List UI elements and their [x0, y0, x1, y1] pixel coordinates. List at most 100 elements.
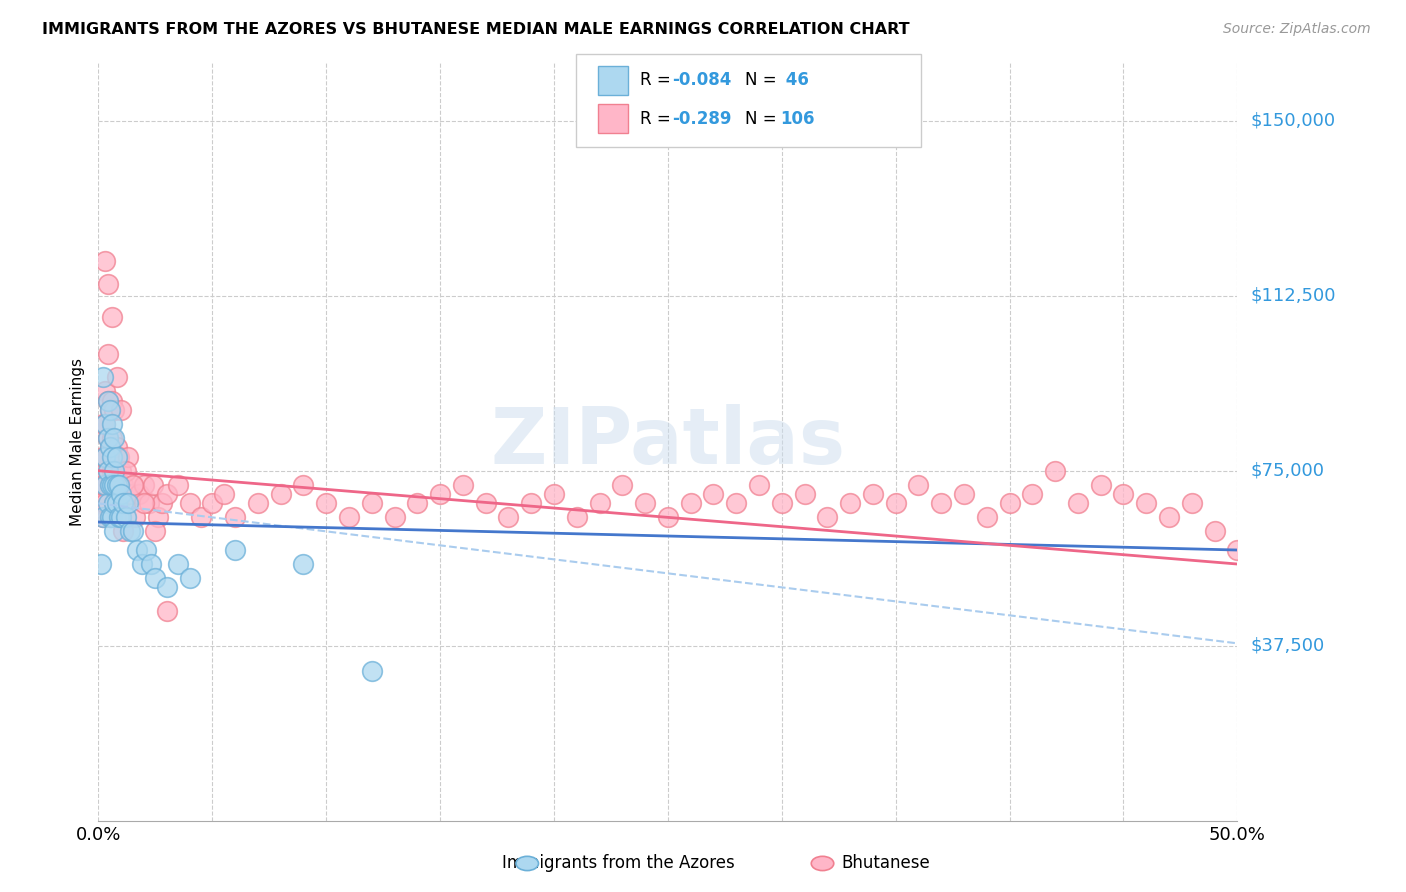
Y-axis label: Median Male Earnings: Median Male Earnings — [69, 358, 84, 525]
Point — [103, 403, 125, 417]
Point — [679, 496, 702, 510]
Point — [94, 253, 117, 268]
Text: $75,000: $75,000 — [1251, 462, 1324, 480]
Point — [360, 496, 382, 510]
Point — [142, 477, 165, 491]
Point — [146, 510, 169, 524]
Point — [167, 477, 190, 491]
Point — [101, 450, 124, 464]
Point — [1090, 477, 1112, 491]
Point — [103, 431, 125, 445]
Point — [98, 403, 121, 417]
Point — [114, 496, 136, 510]
Point — [179, 496, 201, 510]
Point — [498, 510, 520, 524]
Text: $150,000: $150,000 — [1251, 112, 1336, 129]
Text: Source: ZipAtlas.com: Source: ZipAtlas.com — [1223, 22, 1371, 37]
Point — [103, 450, 125, 464]
Point — [108, 450, 131, 464]
Point — [657, 510, 679, 524]
Point — [1021, 487, 1043, 501]
Point — [103, 524, 125, 539]
Point — [1181, 496, 1204, 510]
Point — [96, 347, 118, 361]
Point — [103, 496, 125, 510]
Point — [101, 510, 124, 524]
Point — [145, 524, 167, 539]
Point — [588, 496, 610, 510]
Point — [315, 496, 337, 510]
Point — [101, 417, 124, 431]
Point — [105, 477, 128, 491]
Point — [91, 510, 114, 524]
Point — [224, 510, 246, 524]
Point — [96, 393, 118, 408]
Point — [117, 450, 139, 464]
Text: R =: R = — [640, 71, 676, 89]
Point — [702, 487, 724, 501]
Point — [91, 477, 114, 491]
Point — [98, 477, 121, 491]
Point — [1157, 510, 1180, 524]
Point — [884, 496, 907, 510]
Point — [907, 477, 929, 491]
Point — [124, 510, 146, 524]
Point — [105, 450, 128, 464]
Point — [101, 431, 124, 445]
Point — [110, 487, 132, 501]
Text: Immigrants from the Azores: Immigrants from the Azores — [502, 855, 735, 872]
Point — [1043, 464, 1066, 478]
Point — [138, 496, 160, 510]
Point — [139, 557, 162, 571]
Point — [101, 393, 124, 408]
Point — [1135, 496, 1157, 510]
Point — [96, 464, 118, 478]
Point — [112, 496, 135, 510]
Point — [520, 496, 543, 510]
Point — [98, 403, 121, 417]
Point — [112, 524, 135, 539]
Point — [94, 477, 117, 491]
Point — [114, 510, 136, 524]
Point — [98, 510, 121, 524]
Point — [120, 487, 142, 501]
Text: 46: 46 — [780, 71, 810, 89]
Point — [179, 571, 201, 585]
Point — [114, 464, 136, 478]
Point — [101, 310, 124, 324]
Point — [998, 496, 1021, 510]
Point — [132, 477, 155, 491]
Point — [101, 477, 124, 491]
Point — [94, 450, 117, 464]
Point — [292, 477, 315, 491]
Point — [292, 557, 315, 571]
Point — [156, 580, 179, 594]
Point — [110, 403, 132, 417]
Point — [105, 510, 128, 524]
Point — [150, 496, 173, 510]
Point — [1112, 487, 1135, 501]
Point — [96, 393, 118, 408]
Point — [127, 543, 149, 558]
Point — [121, 477, 143, 491]
Point — [748, 477, 770, 491]
Point — [135, 543, 157, 558]
Text: IMMIGRANTS FROM THE AZORES VS BHUTANESE MEDIAN MALE EARNINGS CORRELATION CHART: IMMIGRANTS FROM THE AZORES VS BHUTANESE … — [42, 22, 910, 37]
Text: -0.084: -0.084 — [672, 71, 731, 89]
Point — [224, 543, 246, 558]
Point — [121, 524, 143, 539]
Point — [246, 496, 269, 510]
Point — [103, 477, 125, 491]
Point — [190, 510, 212, 524]
Point — [131, 557, 153, 571]
Point — [1204, 524, 1226, 539]
Point — [337, 510, 360, 524]
Point — [120, 524, 142, 539]
Point — [384, 510, 406, 524]
Point — [90, 557, 112, 571]
Point — [94, 417, 117, 431]
Point — [105, 477, 128, 491]
Point — [132, 496, 155, 510]
Text: ZIPatlas: ZIPatlas — [491, 403, 845, 480]
Point — [121, 477, 143, 491]
